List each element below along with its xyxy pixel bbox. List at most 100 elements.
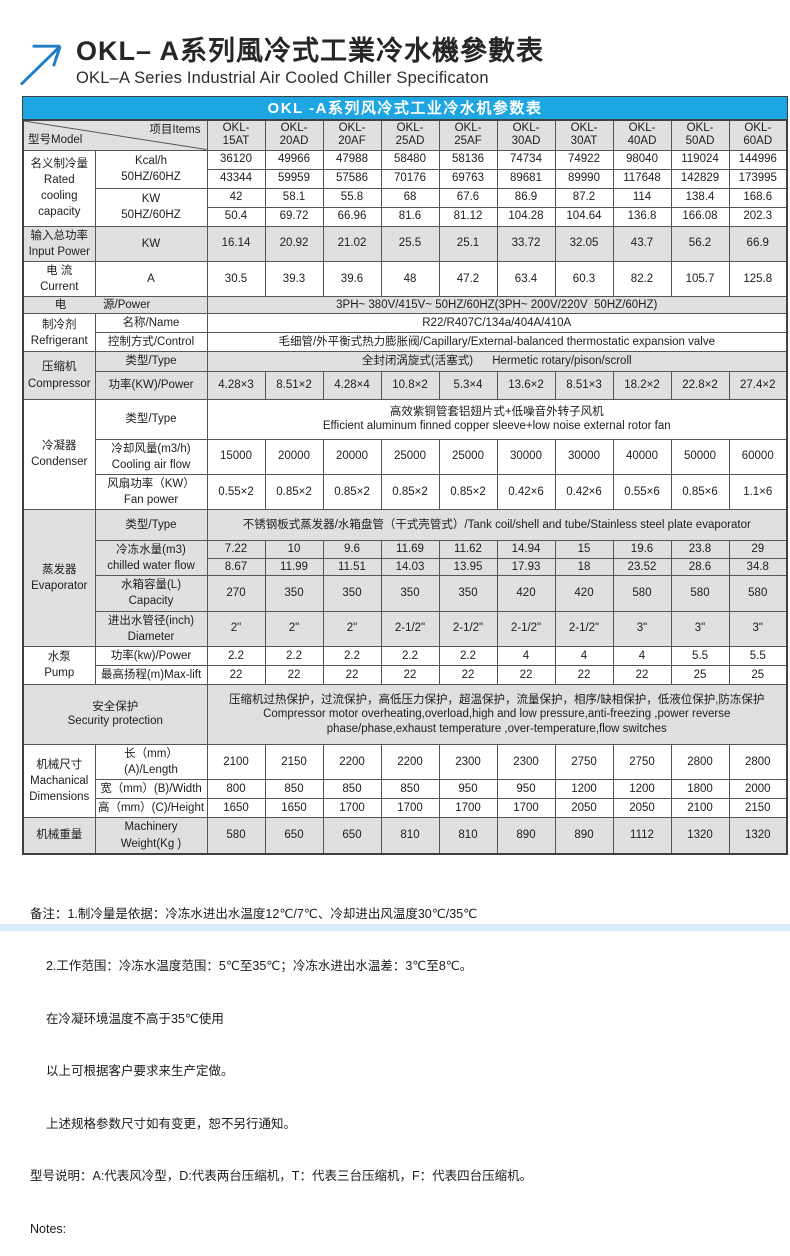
value-cell: 47988 [322, 149, 382, 170]
value-cell: 166.08 [670, 206, 730, 227]
merged-value: 高效紫铜管套铝翅片式+低噪音外转子风机 Efficient aluminum fi… [206, 398, 788, 440]
value-cell: 39.6 [322, 260, 382, 297]
item-label: 冷却风量(m3/h) Cooling air flow [94, 438, 208, 475]
value-cell: 89681 [496, 168, 556, 189]
value-cell: 21.02 [322, 225, 382, 262]
item-label: A [94, 260, 208, 297]
value-cell: 22 [438, 664, 498, 685]
row-max_lift: 最高扬程(m)Max-lift 22 22 22 22 22 22 22 22 25 25 [23, 664, 788, 685]
row-length: 机械尺寸 Machanical Dimensions 长（mm）(A)/Length 2… [22, 743, 788, 819]
value-cell: 5.5 [670, 645, 730, 666]
value-cell: 0.85×2 [380, 473, 440, 510]
item-label: KW 50HZ/60HZ [94, 187, 208, 227]
note-line: 型号说明：A:代表风冷型，D:代表两台压缩机，T：代表三台压缩机，F：代表四台压… [30, 1169, 533, 1184]
value-cell: 2100 [670, 798, 730, 819]
row-current_a: 电 流 Current A 30.5 39.3 39.6 48 47.2 63.4 60.3 82.… [22, 260, 788, 297]
model-header-cell: OKL- 30AT [554, 119, 614, 151]
value-cell: 33.72 [496, 225, 556, 262]
value-cell: 19.6 [612, 539, 672, 559]
section-pump: 水泵 Pump 功率(kw)/Power 2.2 2.2 2.2 2.2 2.2 4 4 4 5.5 5… [22, 645, 788, 685]
value-cell: 8.51×2 [264, 370, 324, 400]
value-cell: 138.4 [670, 187, 730, 208]
value-cell: 10.8×2 [380, 370, 440, 400]
value-cell: 60000 [728, 438, 788, 475]
value-cell: 650 [322, 817, 382, 855]
group-label: 机械重量 [22, 817, 96, 855]
value-cell: 0.42×6 [496, 473, 556, 510]
value-cell: 168.6 [728, 187, 788, 208]
model-header-cell: OKL- 25AD [380, 119, 440, 151]
merged-value: 不锈钢板式蒸发器/水箱盘管（干式壳管式）/Tank coil/shell and… [206, 508, 788, 541]
value-cell: 1700 [322, 798, 382, 819]
item-label: 类型/Type [94, 398, 208, 440]
value-cell: 1800 [670, 779, 730, 800]
value-cell: 81.12 [438, 206, 498, 227]
page-title-zh: OKL– A系列風冷式工業冷水機參數表 [76, 36, 545, 66]
value-cell: 0.85×2 [438, 473, 498, 510]
value-cell: 0.42×6 [554, 473, 614, 510]
value-cell: 2" [322, 610, 382, 647]
value-cell: 2200 [380, 743, 440, 781]
value-cell: 270 [206, 575, 266, 612]
value-cell: 2100 [206, 743, 266, 781]
row-kcal_a: 名义制冷量 Rated cooling capacity Kcal/h 50HZ/60HZ… [22, 149, 788, 227]
item-label: 进出水管径(inch) Diameter [94, 610, 208, 647]
value-cell: 2000 [728, 779, 788, 800]
footer-strip [0, 924, 790, 931]
value-cell: 350 [322, 575, 382, 612]
group-label: 水泵 Pump [22, 645, 96, 685]
value-cell: 87.2 [554, 187, 614, 208]
note-line: 备注：1.制冷量是依据：冷冻水进出水温度12℃/7℃、冷却进出风温度30℃/35… [30, 906, 478, 921]
item-label: Machinery Weight(Kg ) [94, 817, 208, 855]
note-line: 在冷凝环境温度不高于35℃使用 [30, 1011, 224, 1026]
value-cell: 350 [380, 575, 440, 612]
section-power_supply: 电源/Power 3PH~ 380V/415V~ 50HZ/60HZ(3PH~ 2… [22, 295, 788, 315]
item-label: 高（mm）(C)/Height [94, 798, 208, 819]
value-cell: 2.2 [322, 645, 382, 666]
note-line: 上述规格参数尺寸如有变更，恕不另行通知。 [30, 1116, 296, 1131]
value-cell: 74922 [554, 149, 614, 170]
model-header-cell: OKL- 25AF [438, 119, 498, 151]
value-cell: 22 [554, 664, 614, 685]
value-cell: 580 [728, 575, 788, 612]
value-cell: 3" [728, 610, 788, 647]
value-cell: 50.4 [206, 206, 266, 227]
value-cell: 7.22 [206, 539, 266, 559]
value-cell: 27.4×2 [728, 370, 788, 400]
value-cell: 2300 [496, 743, 556, 781]
merged-value: 3PH~ 380V/415V~ 50HZ/60HZ(3PH~ 200V/220V… [206, 295, 788, 315]
value-cell: 2750 [554, 743, 614, 781]
item-label: 类型/Type [94, 351, 208, 372]
row-name: 制冷剂 Refrigerant 名称/Name R22/R407C/134a/404A… [22, 313, 788, 353]
value-cell: 850 [264, 779, 324, 800]
value-cell: 15000 [206, 438, 266, 475]
value-cell: 47.2 [438, 260, 498, 297]
value-cell: 580 [206, 817, 266, 855]
value-cell: 2800 [728, 743, 788, 781]
value-cell: 950 [496, 779, 556, 800]
value-cell: 1320 [670, 817, 730, 855]
value-cell: 89990 [554, 168, 614, 189]
value-cell: 1700 [380, 798, 440, 819]
corner-cell: 型号Model 项目Items [22, 119, 208, 151]
row-comp_type: 压缩机 Compressor 类型/Type 全封闭涡旋式(活塞式) Hermetic… [22, 351, 788, 400]
value-cell: 82.2 [612, 260, 672, 297]
value-cell: 43.7 [612, 225, 672, 262]
group-label: 输入总功率 Input Power [22, 225, 96, 262]
row-security_row: 安全保护 Security protection 压缩机过热保护，过流保护，高低压力… [22, 683, 788, 745]
value-cell: 4 [554, 645, 614, 666]
item-label: 类型/Type [94, 508, 208, 541]
value-cell: 70176 [380, 168, 440, 189]
value-cell: 1.1×6 [728, 473, 788, 510]
merged-value: 压缩机过热保护，过流保护，高低压力保护，超温保护，流量保护，相序/缺相保护，低液… [206, 683, 788, 745]
section-rated: 名义制冷量 Rated cooling capacity Kcal/h 50HZ/60HZ… [22, 149, 788, 227]
value-cell: 48 [380, 260, 440, 297]
value-cell: 30.5 [206, 260, 266, 297]
value-cell: 1320 [728, 817, 788, 855]
value-cell: 30000 [496, 438, 556, 475]
value-cell: 2300 [438, 743, 498, 781]
section-dimensions: 机械尺寸 Machanical Dimensions 长（mm）(A)/Length 2… [22, 743, 788, 819]
value-cell: 3" [670, 610, 730, 647]
value-cell: 350 [264, 575, 324, 612]
value-cell: 57586 [322, 168, 382, 189]
